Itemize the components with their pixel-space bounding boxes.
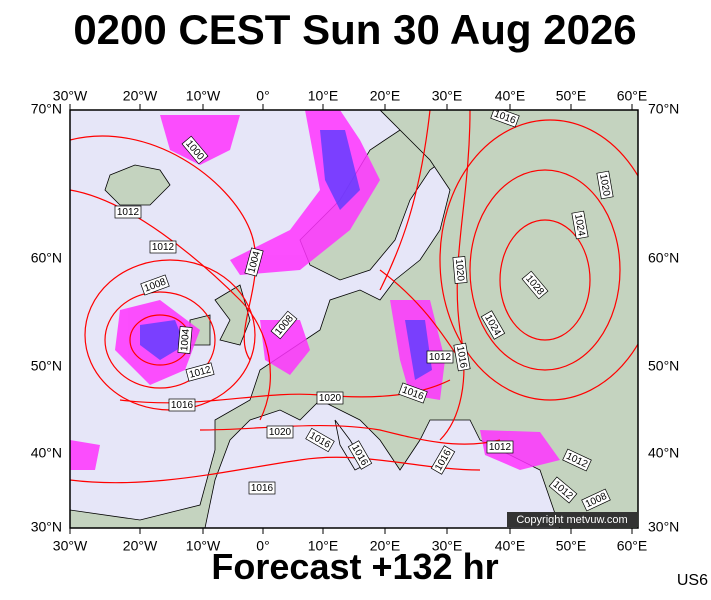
- isobar-label: 1020: [316, 391, 344, 405]
- isobar-label-box: [486, 440, 514, 454]
- isobar-label-box: [185, 362, 215, 382]
- lon-label-bottom: 30°W: [53, 538, 88, 554]
- isobar-label-text: 1012: [117, 207, 140, 218]
- isobar-label-text: 1020: [597, 173, 612, 197]
- isobar-label-box: [140, 274, 170, 296]
- isobar-label-box: [316, 391, 344, 405]
- isobar-label: 1020: [596, 170, 614, 200]
- isobar-label-box: [480, 310, 506, 340]
- model-code: US6: [677, 572, 708, 589]
- lon-label-bottom: 20°E: [370, 538, 401, 554]
- isobar-label-box: [596, 170, 614, 200]
- isobar-label-box: [430, 445, 456, 475]
- isobar-label-box: [266, 425, 294, 439]
- graticule-labels: 30°W 30°W 20°W 20°W 10°W 10°W 0° 0° 10°E 10°E 20°E…: [31, 88, 680, 554]
- isobar-label-text: 1016: [171, 400, 194, 411]
- lon-label-top: 60°E: [617, 88, 648, 104]
- lat-label-right: 40°N: [648, 445, 679, 461]
- isobar-label: 1012: [426, 350, 454, 364]
- lon-label-top: 30°W: [53, 88, 88, 104]
- lon-label-top: 20°W: [123, 88, 158, 104]
- lon-label-bottom: 40°E: [495, 538, 526, 554]
- lon-label-bottom: 50°E: [556, 538, 587, 554]
- isobar-label-box: [521, 270, 549, 300]
- isobar-label-text: 1024: [572, 213, 587, 237]
- isobar-label: 1012: [114, 205, 142, 219]
- lat-label-right: 70°N: [648, 101, 679, 117]
- lat-label-left: 60°N: [31, 250, 62, 266]
- isobar-label-box: [248, 481, 276, 495]
- isobar-label-box: [149, 240, 177, 254]
- lon-label-top: 10°E: [308, 88, 339, 104]
- isobar-label-box: [305, 427, 335, 453]
- isobar-label-box: [453, 342, 471, 372]
- isobar-label: 1020: [452, 256, 468, 284]
- heavy-precipitation: [140, 130, 432, 380]
- isobar-label-box: [181, 135, 209, 165]
- isobar-label: 1024: [571, 210, 589, 240]
- isobar-label: 1016: [248, 481, 276, 495]
- lat-label-left: 70°N: [31, 101, 62, 117]
- lat-label-left: 50°N: [31, 358, 62, 374]
- lon-label-top: 30°E: [432, 88, 463, 104]
- isobar-label-box: [270, 310, 298, 340]
- isobar-label-text: 1020: [453, 258, 466, 282]
- isobar-labels: 1016100010121012100410081008100410121016…: [114, 110, 614, 512]
- lat-label-right: 50°N: [648, 358, 679, 374]
- copyright-box: [507, 512, 637, 527]
- isobar-label-text: 1004: [179, 328, 192, 352]
- lon-label-bottom: 10°E: [308, 538, 339, 554]
- isobar-label-box: [452, 256, 468, 284]
- isobar-label-text: 1020: [269, 427, 292, 438]
- isobar-label: 1016: [453, 342, 471, 372]
- isobar-label-box: [244, 247, 264, 277]
- isobar-label-text: 1012: [429, 352, 452, 363]
- isobar-label-text: 1016: [251, 483, 274, 494]
- lon-label-top: 0°: [256, 88, 269, 104]
- lon-label-bottom: 60°E: [617, 538, 648, 554]
- map-frame: [69, 109, 639, 529]
- isobar-label-box: [398, 382, 428, 404]
- isobar-label-box: [347, 440, 373, 470]
- lon-label-bottom: 20°W: [123, 538, 158, 554]
- lon-label-bottom: 10°W: [186, 538, 221, 554]
- lon-label-bottom: 0°: [256, 538, 269, 554]
- forecast-label: Forecast +132 hr: [211, 546, 498, 587]
- lat-label-right: 30°N: [648, 519, 679, 535]
- map-area: 1016100010121012100410081008100410121016…: [70, 110, 638, 528]
- isobar-label-box: [114, 205, 142, 219]
- isobar-label-text: 1012: [152, 242, 175, 253]
- isobar-label: 1012: [185, 362, 215, 382]
- isobar-label-box: [562, 448, 592, 472]
- isobar-label-box: [426, 350, 454, 364]
- isobar-label-box: [548, 476, 578, 504]
- isobar-label: 1012: [149, 240, 177, 254]
- copyright: Copyright metvuw.com: [516, 514, 627, 526]
- lat-label-left: 40°N: [31, 445, 62, 461]
- isobar-label-text: 1020: [319, 393, 342, 404]
- isobar-label-box: [177, 326, 193, 354]
- isobar-label-box: [571, 210, 589, 240]
- lon-label-top: 50°E: [556, 88, 587, 104]
- lon-label-top: 10°W: [186, 88, 221, 104]
- land: [70, 110, 638, 528]
- isobar-label-text: 1012: [489, 442, 512, 453]
- isobar-label: 1004: [244, 247, 264, 277]
- lon-label-top: 20°E: [370, 88, 401, 104]
- lat-label-left: 30°N: [31, 519, 62, 535]
- lon-label-bottom: 30°E: [432, 538, 463, 554]
- isobar-label: 1004: [177, 326, 193, 354]
- isobar-label: 1012: [486, 440, 514, 454]
- isobar-label-box: [581, 488, 611, 512]
- lat-label-right: 60°N: [648, 250, 679, 266]
- lon-label-top: 40°E: [495, 88, 526, 104]
- isobar-label-text: 1016: [454, 345, 469, 369]
- isobar-label: 1016: [168, 398, 196, 412]
- isobar-label-box: [490, 110, 520, 128]
- title: 0200 CEST Sun 30 Aug 2026: [73, 6, 636, 53]
- isobar-label: 1020: [266, 425, 294, 439]
- isobar-label-box: [168, 398, 196, 412]
